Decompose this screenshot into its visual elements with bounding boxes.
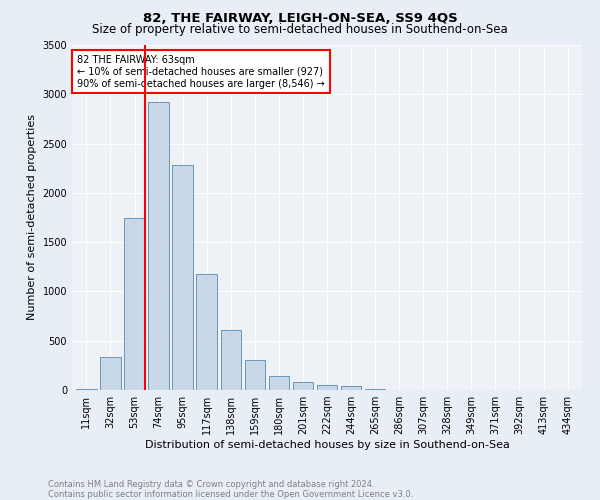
Bar (76, 388, 97, 390)
Bar (148, 102, 169, 390)
Bar (172, 166, 193, 390)
Bar (317, 384, 337, 390)
Bar (124, 218, 145, 390)
Y-axis label: Number of semi-detached properties: Number of semi-detached properties (27, 114, 37, 320)
Bar (221, 330, 241, 390)
Text: Size of property relative to semi-detached houses in Southend-on-Sea: Size of property relative to semi-detach… (92, 22, 508, 36)
Bar (269, 376, 289, 390)
Bar (293, 382, 313, 390)
Text: Contains HM Land Registry data © Crown copyright and database right 2024.
Contai: Contains HM Land Registry data © Crown c… (48, 480, 413, 499)
Bar (196, 274, 217, 390)
Bar (341, 386, 361, 390)
X-axis label: Distribution of semi-detached houses by size in Southend-on-Sea: Distribution of semi-detached houses by … (145, 440, 509, 450)
Text: 82, THE FAIRWAY, LEIGH-ON-SEA, SS9 4QS: 82, THE FAIRWAY, LEIGH-ON-SEA, SS9 4QS (143, 12, 457, 26)
Text: 82 THE FAIRWAY: 63sqm
← 10% of semi-detached houses are smaller (927)
90% of sem: 82 THE FAIRWAY: 63sqm ← 10% of semi-deta… (77, 56, 325, 88)
Bar (365, 388, 385, 390)
Bar (245, 360, 265, 390)
Bar (100, 358, 121, 390)
